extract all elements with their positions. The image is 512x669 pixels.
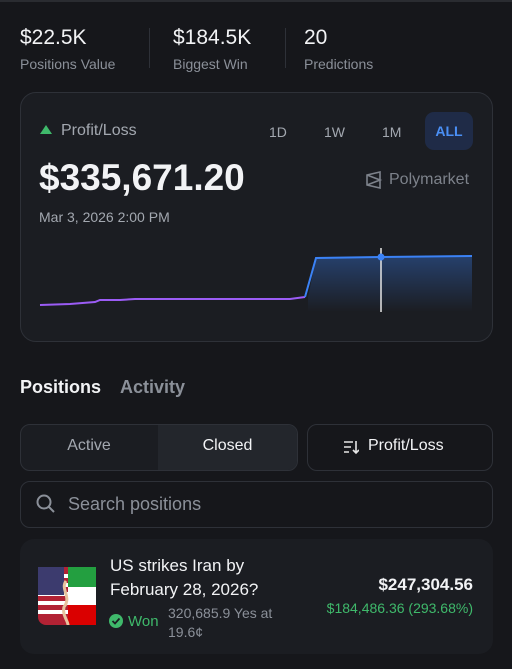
search-placeholder: Search positions <box>68 494 202 514</box>
date: Mar 3, 2026 2:00 PM <box>39 209 170 225</box>
search-box[interactable] <box>20 481 493 528</box>
segment-active[interactable]: Closed <box>202 437 253 454</box>
range-button-active[interactable]: ALL <box>425 112 473 150</box>
market-image <box>38 567 96 625</box>
range-button[interactable]: 1M <box>382 124 402 140</box>
sort-button[interactable] <box>307 424 493 471</box>
stat-value: $184.5K <box>173 26 252 49</box>
tab-active[interactable]: Positions <box>20 377 102 397</box>
pnl-value: $335,671.20 <box>39 157 245 198</box>
sparkline <box>39 248 473 312</box>
top-divider <box>0 0 512 2</box>
position-card[interactable] <box>20 539 493 654</box>
position-title: US strikes Iran by February 28, 2026? <box>110 556 259 599</box>
brand-icon <box>366 171 383 189</box>
status: Won <box>128 613 159 630</box>
range-button[interactable]: 1W <box>324 124 345 140</box>
up-icon <box>40 125 52 134</box>
tab[interactable]: Activity <box>120 377 186 397</box>
segment[interactable]: Active <box>67 437 111 454</box>
divider <box>149 28 150 68</box>
shares: 320,685.9 Yes at 19.6¢ <box>168 605 273 640</box>
card-title: Profit/Loss <box>61 122 137 139</box>
stat-value: $22.5K <box>20 26 87 49</box>
sort-label: Profit/Loss <box>368 437 444 454</box>
segment-selected-bg <box>158 425 297 470</box>
stat-label: Biggest Win <box>173 56 248 72</box>
sort-icon <box>344 441 359 455</box>
stat-label: Predictions <box>304 56 374 72</box>
search-icon <box>36 494 55 513</box>
stat-label: Positions Value <box>20 56 116 72</box>
brand: Polymarket <box>389 171 470 188</box>
stat-value: 20 <box>304 26 328 49</box>
won-icon <box>109 614 123 628</box>
position-pnl: $184,486.36 (293.68%) <box>326 600 473 616</box>
range-button[interactable]: 1D <box>269 124 287 140</box>
divider <box>285 28 286 68</box>
position-value: $247,304.56 <box>378 575 473 594</box>
